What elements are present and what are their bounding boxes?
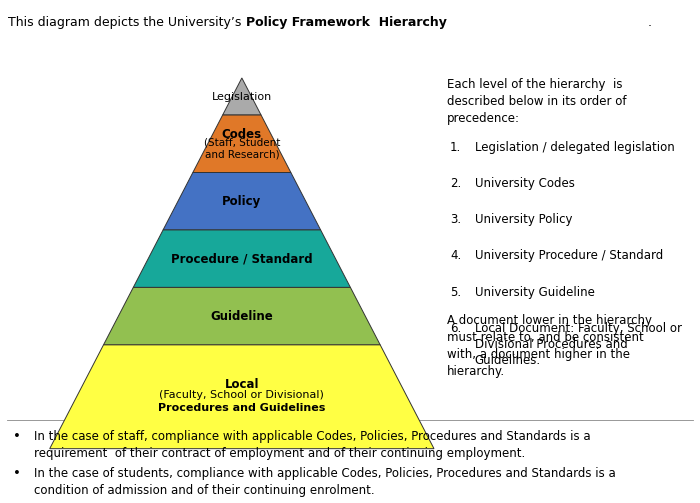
Text: In the case of staff, compliance with applicable Codes, Policies, Procedures and: In the case of staff, compliance with ap… [34,430,590,460]
Text: Local Document: Faculty, School or
Divisional Procedures and
Guidelines.: Local Document: Faculty, School or Divis… [475,322,682,367]
Text: University Guideline: University Guideline [475,286,594,299]
Polygon shape [193,115,290,173]
Text: Legislation: Legislation [211,92,272,102]
Text: Legislation / delegated legislation: Legislation / delegated legislation [475,141,674,154]
Text: •: • [13,430,20,443]
Text: Each level of the hierarchy  is
described below in its order of
precedence:: Each level of the hierarchy is described… [447,78,626,125]
Text: 4.: 4. [450,249,461,263]
Text: Procedure / Standard: Procedure / Standard [171,252,313,265]
Text: 5.: 5. [450,286,461,299]
Text: Codes: Codes [222,128,262,141]
Polygon shape [163,173,321,230]
Text: University Codes: University Codes [475,177,575,190]
Polygon shape [223,78,261,115]
Text: Local: Local [225,378,259,391]
Text: In the case of students, compliance with applicable Codes, Policies, Procedures : In the case of students, compliance with… [34,467,615,497]
Text: 1.: 1. [450,141,461,154]
Text: (Staff, Student
and Research): (Staff, Student and Research) [204,138,280,160]
Text: Policy: Policy [222,195,262,208]
Text: Procedures and Guidelines: Procedures and Guidelines [158,403,326,413]
Text: (Faculty, School or Divisional): (Faculty, School or Divisional) [160,390,324,400]
Text: 6.: 6. [450,322,461,335]
Polygon shape [133,230,351,287]
Text: This diagram depicts the University’s: This diagram depicts the University’s [8,16,246,29]
Text: 2.: 2. [450,177,461,190]
Text: University Procedure / Standard: University Procedure / Standard [475,249,663,263]
Text: •: • [13,467,20,480]
Polygon shape [50,345,434,449]
Text: .: . [648,16,652,29]
Text: University Policy: University Policy [475,213,572,226]
Text: 3.: 3. [450,213,461,226]
Text: A document lower in the hierarchy
must relate to, and be consistent
with, a docu: A document lower in the hierarchy must r… [447,314,652,378]
Text: Guideline: Guideline [211,310,273,322]
Polygon shape [104,287,380,345]
Text: Policy Framework  Hierarchy: Policy Framework Hierarchy [246,16,447,29]
